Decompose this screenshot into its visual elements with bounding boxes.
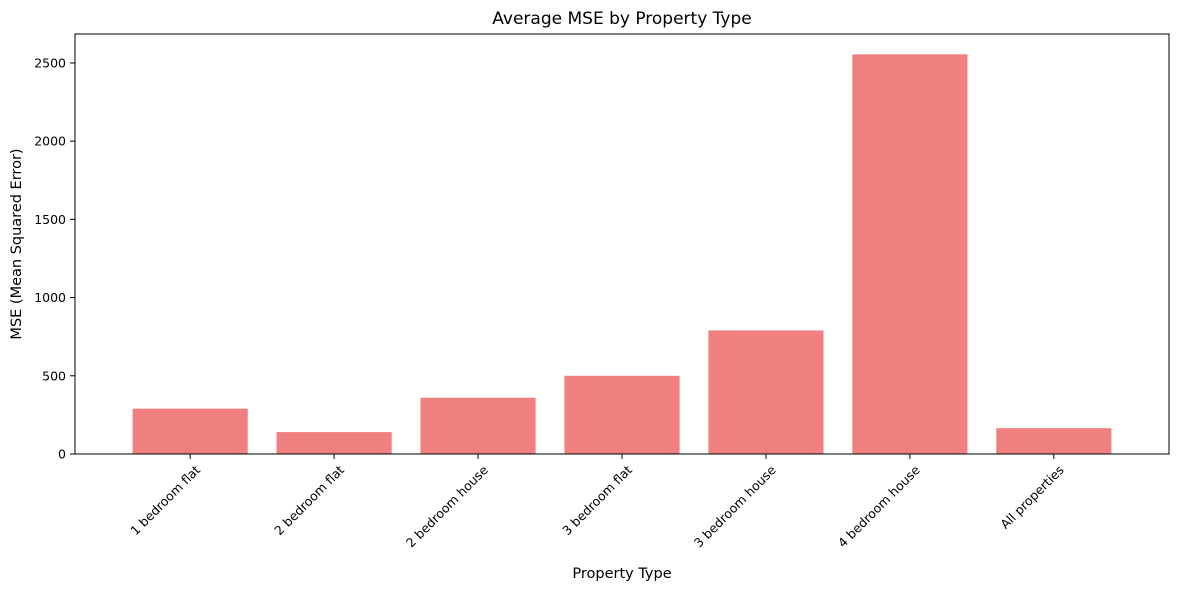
bar-2-bedroom-house	[420, 397, 536, 454]
y-tick-label: 0	[58, 447, 66, 462]
x-tick-label: 3 bedroom flat	[559, 462, 635, 538]
y-tick-label: 1000	[34, 290, 66, 305]
y-tick-label: 500	[42, 368, 66, 383]
y-axis-label: MSE (Mean Squared Error)	[9, 148, 25, 339]
bar-3-bedroom-flat	[564, 375, 680, 454]
chart-title: Average MSE by Property Type	[492, 9, 751, 29]
bar-all-properties	[996, 428, 1112, 454]
x-tick-label: All properties	[997, 462, 1066, 531]
y-tick-label: 2000	[34, 134, 66, 149]
x-tick-label: 3 bedroom house	[691, 462, 779, 550]
x-tick-label: 4 bedroom house	[835, 462, 923, 550]
plot-area: 0 500 1000 1500 2000 2500 1 bedroom flat 2 bedr…	[34, 33, 1170, 550]
bar-1-bedroom-flat	[132, 408, 248, 454]
x-axis-label: Property Type	[572, 566, 671, 582]
bar-3-bedroom-house	[708, 330, 824, 454]
bar-2-bedroom-flat	[276, 432, 392, 454]
x-tick-label: 2 bedroom flat	[271, 462, 347, 538]
x-tick-label: 1 bedroom flat	[127, 462, 203, 538]
bar-4-bedroom-house	[852, 54, 968, 455]
y-tick-label: 2500	[34, 55, 66, 70]
x-tick-label: 2 bedroom house	[403, 462, 491, 550]
y-tick-label: 1500	[34, 212, 66, 227]
